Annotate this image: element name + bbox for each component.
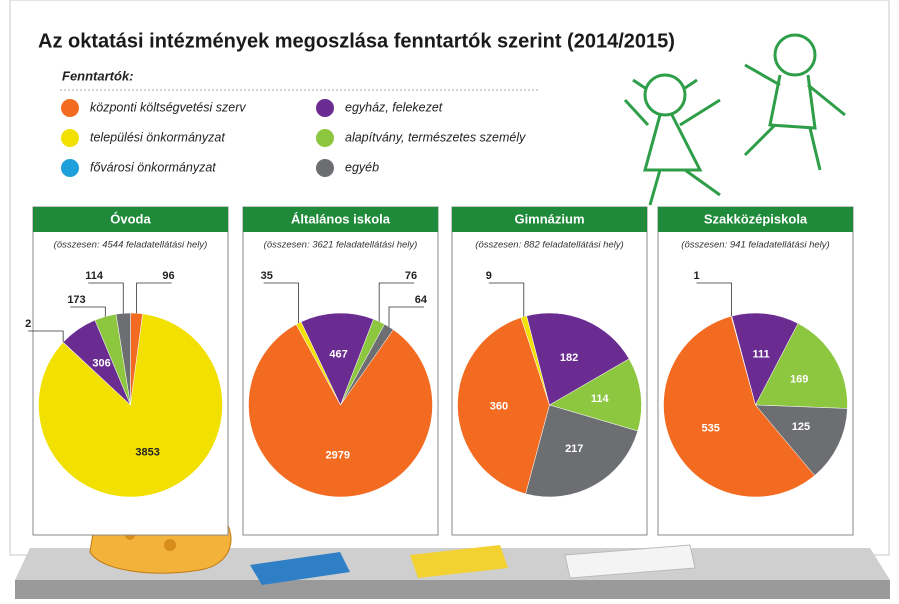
value-label: 306 bbox=[92, 357, 110, 369]
value-label: 114 bbox=[591, 393, 610, 405]
legend-title: Fenntartók: bbox=[62, 68, 134, 83]
legend-label: egyház, felekezet bbox=[345, 100, 443, 114]
value-label: 169 bbox=[790, 373, 808, 385]
legend-swatch bbox=[61, 99, 79, 117]
value-label: 64 bbox=[415, 294, 428, 306]
value-label: 125 bbox=[792, 421, 810, 433]
value-label: 114 bbox=[85, 270, 104, 282]
panel-subtitle: (összesen: 3621 feladatellátási hely) bbox=[264, 240, 418, 251]
value-label: 2979 bbox=[326, 449, 350, 461]
sponge-hole bbox=[164, 539, 176, 551]
legend-label: központi költségvetési szerv bbox=[90, 100, 246, 114]
panel-subtitle: (összesen: 882 feladatellátási hely) bbox=[475, 240, 623, 251]
panel-title: Gimnázium bbox=[514, 211, 584, 226]
panel-title: Általános iskola bbox=[291, 211, 391, 226]
value-label: 96 bbox=[162, 270, 174, 282]
value-label: 2 bbox=[25, 318, 31, 330]
value-label: 467 bbox=[329, 348, 347, 360]
legend-swatch bbox=[61, 129, 79, 147]
panel-subtitle: (összesen: 941 feladatellátási hely) bbox=[681, 240, 829, 251]
panel-subtitle: (összesen: 4544 feladatellátási hely) bbox=[54, 240, 208, 251]
value-label: 217 bbox=[565, 443, 583, 455]
title: Az oktatási intézmények megoszlása fennt… bbox=[38, 30, 675, 52]
infographic: Az oktatási intézmények megoszlása fennt… bbox=[0, 0, 899, 599]
legend-label: egyéb bbox=[345, 160, 379, 174]
value-label: 535 bbox=[702, 422, 720, 434]
panel-title: Szakközépiskola bbox=[704, 211, 808, 226]
value-label: 35 bbox=[261, 270, 273, 282]
value-label: 3853 bbox=[135, 447, 159, 459]
legend-label: települési önkormányzat bbox=[90, 130, 225, 144]
legend-label: alapítvány, természetes személy bbox=[345, 130, 526, 144]
legend-swatch bbox=[316, 129, 334, 147]
value-label: 111 bbox=[752, 349, 769, 361]
value-label: 182 bbox=[560, 352, 578, 364]
tray-front bbox=[15, 580, 890, 599]
value-label: 360 bbox=[490, 400, 508, 412]
legend-label: fővárosi önkormányzat bbox=[90, 160, 216, 174]
legend-swatch bbox=[316, 159, 334, 177]
legend-swatch bbox=[316, 99, 334, 117]
value-label: 1 bbox=[693, 270, 699, 282]
value-label: 9 bbox=[486, 270, 492, 282]
value-label: 173 bbox=[67, 294, 85, 306]
value-label: 76 bbox=[405, 270, 417, 282]
legend-swatch bbox=[61, 159, 79, 177]
panel-title: Óvoda bbox=[110, 211, 151, 226]
